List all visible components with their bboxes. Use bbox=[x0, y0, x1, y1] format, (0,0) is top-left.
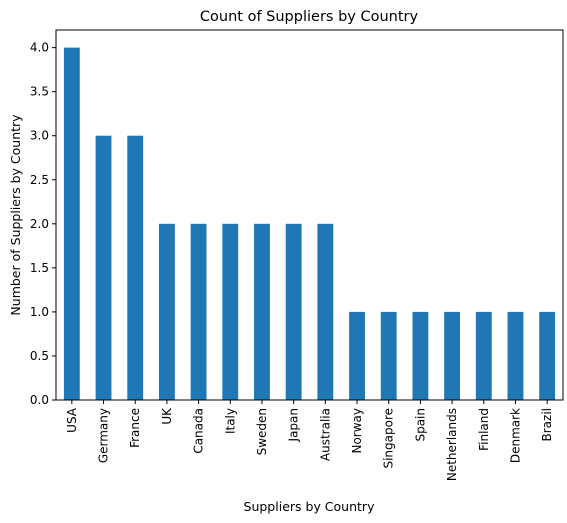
bar-uk bbox=[158, 223, 175, 400]
x-tick-label: Italy bbox=[223, 408, 237, 434]
x-tick-label: France bbox=[128, 408, 142, 448]
x-tick-label: USA bbox=[65, 407, 79, 433]
bar-japan bbox=[285, 223, 302, 400]
y-tick-label: 1.0 bbox=[30, 305, 49, 319]
x-tick-label: Australia bbox=[318, 408, 332, 461]
chart-title: Count of Suppliers by Country bbox=[200, 9, 419, 25]
x-tick-label: Singapore bbox=[382, 408, 396, 469]
bar-sweden bbox=[254, 223, 270, 400]
x-tick-label: Spain bbox=[413, 408, 427, 442]
y-axis-title: Number of Suppliers by Country bbox=[8, 114, 23, 316]
x-tick-label: Sweden bbox=[255, 408, 269, 455]
bar-brazil bbox=[539, 311, 556, 400]
bar-finland bbox=[475, 311, 492, 400]
y-tick-label: 2.5 bbox=[30, 173, 49, 187]
y-tick-label: 3.5 bbox=[30, 85, 49, 99]
bar-germany bbox=[95, 135, 112, 400]
x-tick-label: Norway bbox=[350, 408, 364, 454]
y-axis: 0.0 0.5 1.0 1.5 2.0 2.5 3.0 3.5 4.0 bbox=[30, 41, 56, 407]
x-tick-label: Netherlands bbox=[445, 408, 459, 481]
x-axis-title: Suppliers by Country bbox=[244, 499, 376, 514]
bar-singapore bbox=[380, 311, 397, 400]
plot-frame bbox=[55, 29, 564, 401]
x-tick-label: Japan bbox=[287, 408, 301, 442]
x-axis: USA Germany France UK Canada Italy Sweden Japan… bbox=[65, 400, 554, 481]
bar-france bbox=[127, 135, 144, 400]
x-tick-label: UK bbox=[160, 407, 174, 425]
bar-usa bbox=[63, 47, 80, 400]
y-tick-label: 0.0 bbox=[30, 393, 49, 407]
bar-norway bbox=[349, 311, 365, 400]
y-tick-label: 0.5 bbox=[30, 349, 49, 363]
x-tick-label: Finland bbox=[477, 408, 491, 451]
bar-australia bbox=[317, 223, 334, 400]
x-tick-label: Germany bbox=[97, 408, 111, 463]
y-tick-label: 3.0 bbox=[30, 129, 49, 143]
bars-group bbox=[63, 47, 556, 400]
y-tick-label: 2.0 bbox=[30, 217, 49, 231]
y-tick-label: 4.0 bbox=[30, 41, 49, 55]
x-tick-label: Brazil bbox=[540, 408, 554, 442]
bar-denmark bbox=[507, 311, 524, 400]
y-tick-label: 1.5 bbox=[30, 261, 49, 275]
x-tick-label: Canada bbox=[192, 408, 206, 454]
bar-italy bbox=[222, 223, 239, 400]
bar-spain bbox=[412, 311, 429, 400]
bar-canada bbox=[190, 223, 207, 400]
x-tick-label: Denmark bbox=[508, 408, 522, 463]
bar-netherlands bbox=[444, 311, 461, 400]
